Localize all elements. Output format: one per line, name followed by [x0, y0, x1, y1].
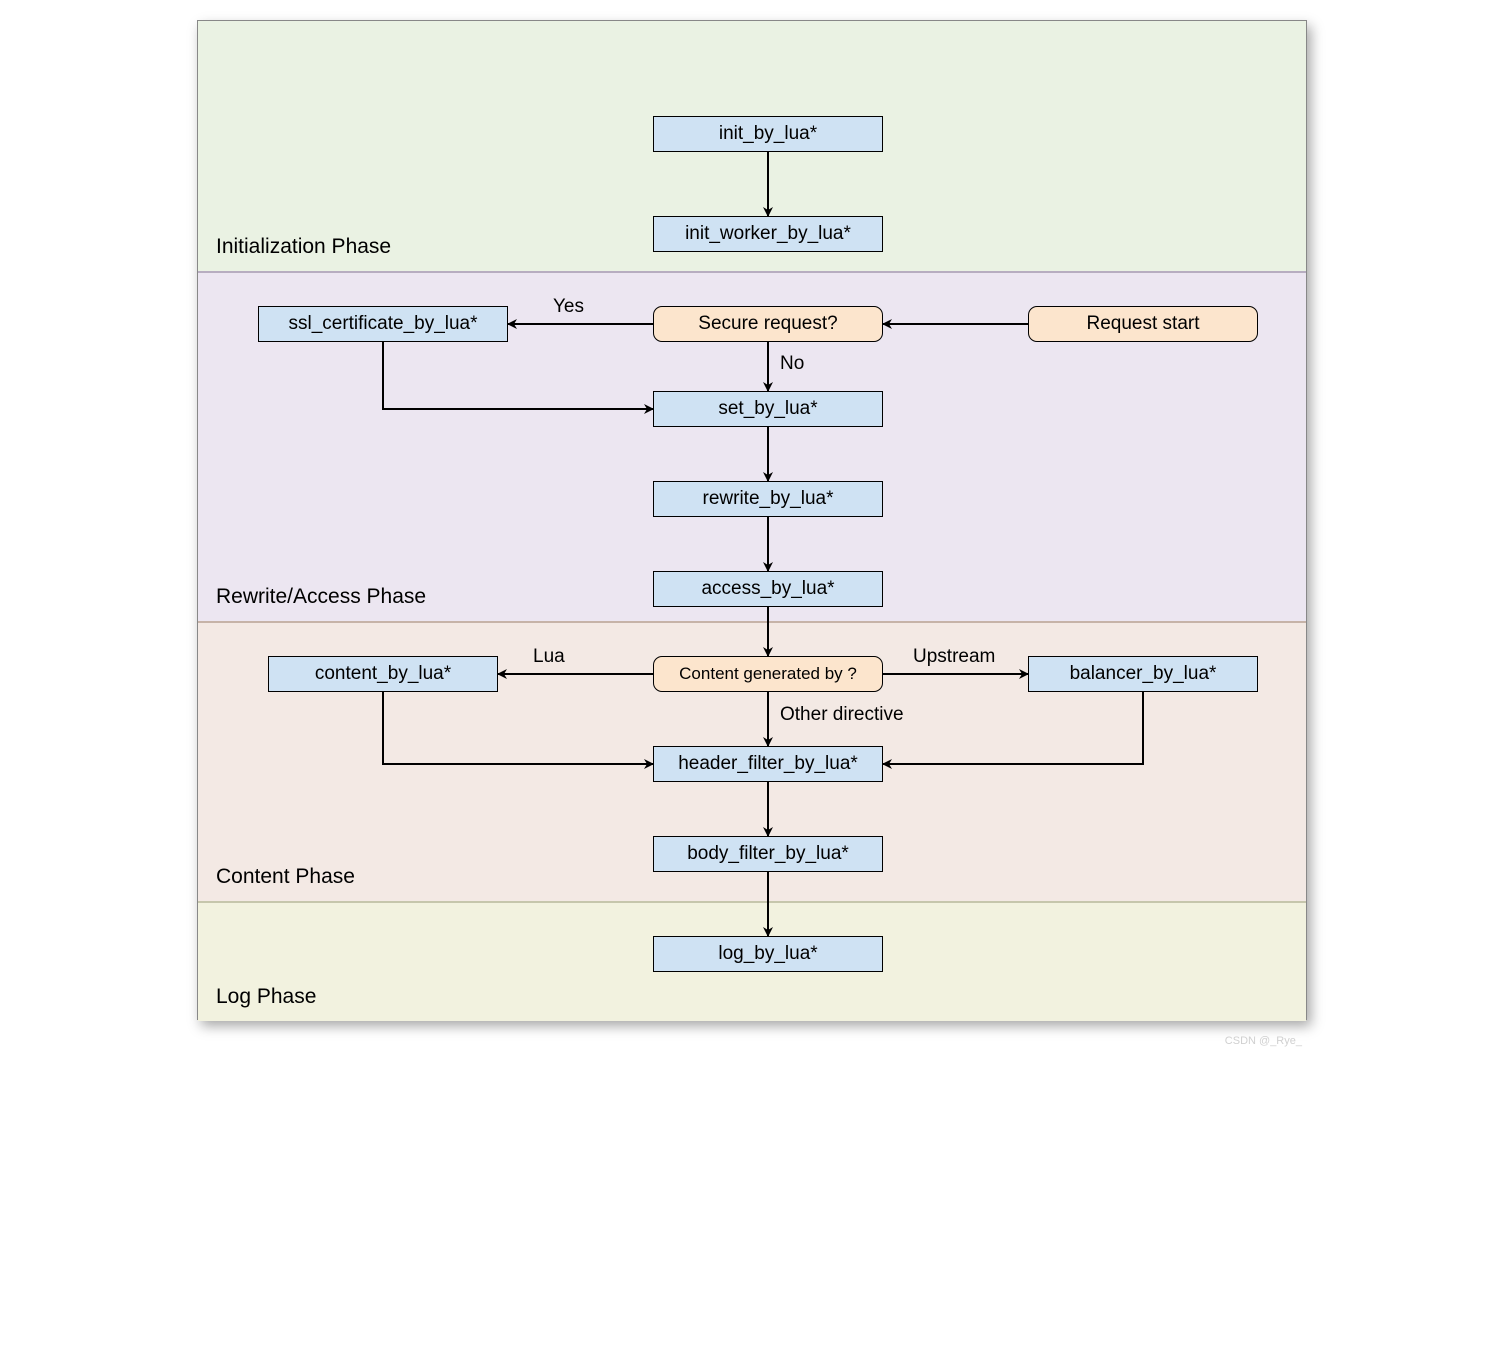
- node-body_filter: body_filter_by_lua*: [653, 836, 883, 872]
- watermark: CSDN @_Rye_: [1225, 1035, 1302, 1047]
- node-header_filter: header_filter_by_lua*: [653, 746, 883, 782]
- node-init_by_lua: init_by_lua*: [653, 116, 883, 152]
- node-request_start: Request start: [1028, 306, 1258, 342]
- phase-label-init: Initialization Phase: [216, 235, 391, 259]
- edge-label-e3: Yes: [553, 296, 584, 318]
- node-access_by_lua: access_by_lua*: [653, 571, 883, 607]
- node-secure_q: Secure request?: [653, 306, 883, 342]
- node-content_by_lua: content_by_lua*: [268, 656, 498, 692]
- phase-label-content: Content Phase: [216, 865, 355, 889]
- edge-label-e10: Upstream: [913, 646, 995, 668]
- edge-label-e9: Lua: [533, 646, 565, 668]
- node-rewrite_by_lua: rewrite_by_lua*: [653, 481, 883, 517]
- phase-label-rewrite: Rewrite/Access Phase: [216, 585, 426, 609]
- node-set_by_lua: set_by_lua*: [653, 391, 883, 427]
- edge-label-e4: No: [780, 353, 804, 375]
- node-log_by_lua: log_by_lua*: [653, 936, 883, 972]
- node-balancer: balancer_by_lua*: [1028, 656, 1258, 692]
- phase-label-log: Log Phase: [216, 985, 316, 1009]
- edge-label-e11: Other directive: [780, 704, 904, 726]
- node-init_worker: init_worker_by_lua*: [653, 216, 883, 252]
- node-ssl_cert: ssl_certificate_by_lua*: [258, 306, 508, 342]
- diagram-container: Order of Lua Nginx Module Directives Ini…: [197, 20, 1307, 1020]
- node-content_gen: Content generated by ?: [653, 656, 883, 692]
